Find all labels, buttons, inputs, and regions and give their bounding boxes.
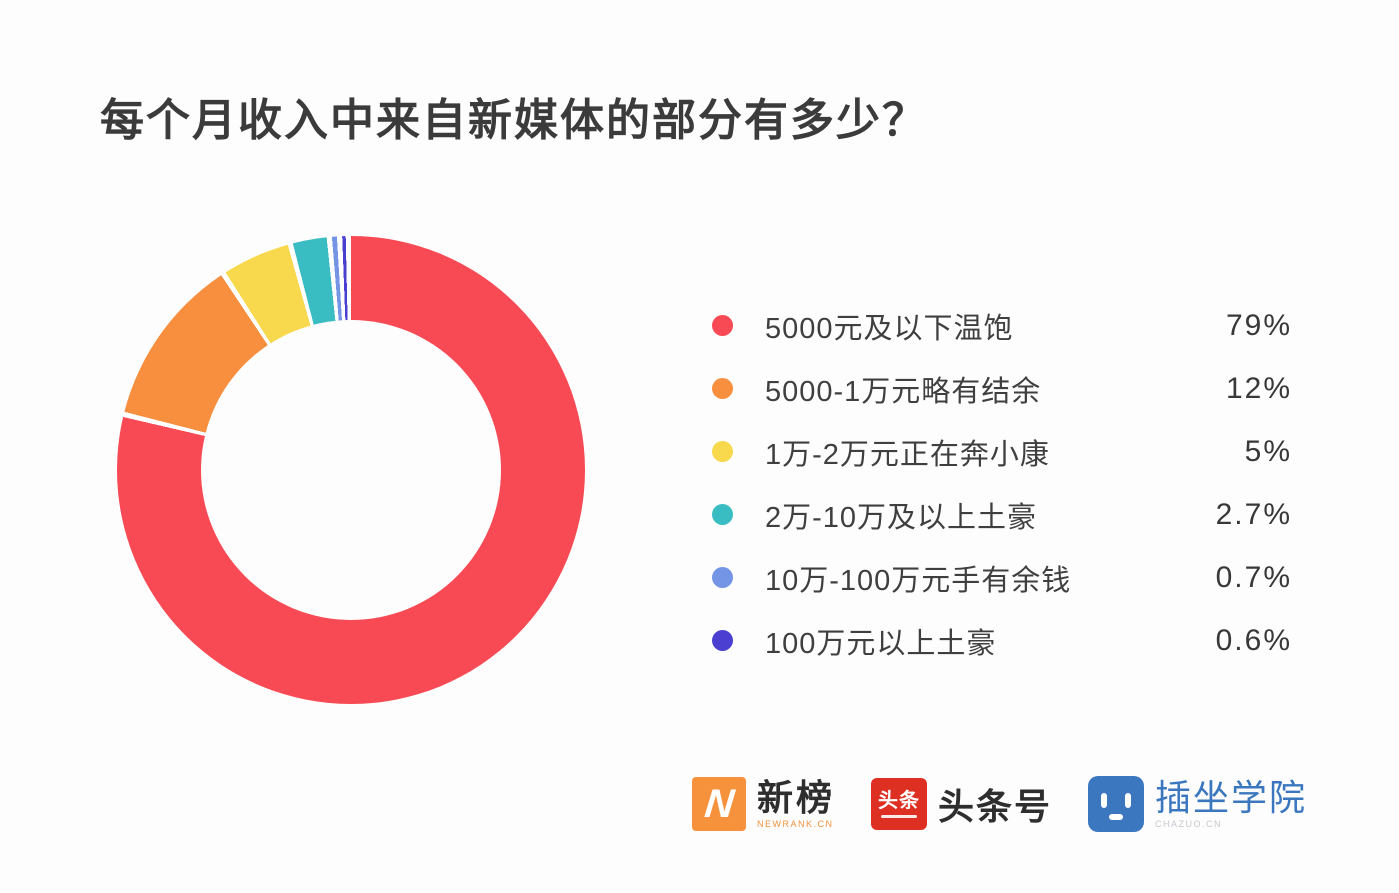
- chazuo-subtext: CHAZUO.CN: [1155, 818, 1223, 829]
- legend-row: 5000-1万元略有结余 12%: [712, 357, 1292, 420]
- toutiao-name: 头条号: [938, 786, 1053, 827]
- legend-value: 2.7%: [1215, 497, 1292, 531]
- chazuo-face-icon: [1088, 776, 1145, 832]
- legend-label: 2万-10万及以上土豪: [765, 501, 1038, 534]
- chazuo-text-block: 插坐学院 CHAZUO.CN: [1155, 779, 1307, 829]
- legend-label: 100万元以上土豪: [765, 627, 997, 660]
- legend-value: 79%: [1225, 308, 1292, 342]
- legend-color-dot: [712, 504, 733, 525]
- newrank-logo: N 新榜 NEWRANK.CN: [692, 777, 835, 831]
- legend-row: 5000元及以下温饱 79%: [712, 294, 1292, 357]
- legend-value: 5%: [1244, 434, 1292, 468]
- legend-row: 100万元以上土豪 0.6%: [712, 609, 1292, 672]
- legend-color-dot: [712, 441, 733, 462]
- chart-legend: 5000元及以下温饱 79% 5000-1万元略有结余 12% 1万-2万元正在…: [712, 294, 1292, 672]
- toutiao-icon-underline: [881, 814, 918, 818]
- legend-color-dot: [712, 630, 733, 651]
- donut-hole: [201, 320, 501, 620]
- newrank-n-icon: N: [692, 777, 746, 831]
- legend-label: 5000-1万元略有结余: [765, 375, 1042, 408]
- newrank-n-letter: N: [702, 782, 736, 826]
- legend-row: 1万-2万元正在奔小康 5%: [712, 420, 1292, 483]
- legend-label: 1万-2万元正在奔小康: [765, 438, 1050, 471]
- legend-row: 10万-100万元手有余钱 0.7%: [712, 546, 1292, 609]
- newrank-subtext: NEWRANK.CN: [757, 818, 834, 829]
- donut-chart: [117, 236, 585, 704]
- legend-color-dot: [712, 315, 733, 336]
- legend-value: 12%: [1225, 371, 1292, 405]
- chazuo-eye-icon: [1125, 793, 1132, 808]
- sponsor-logos: N 新榜 NEWRANK.CN 头条 头条号 插坐学院 CHAZUO.CN: [692, 776, 1307, 832]
- newrank-text-block: 新榜 NEWRANK.CN: [757, 779, 835, 829]
- toutiao-icon: 头条: [871, 778, 928, 830]
- page-title: 每个月收入中来自新媒体的部分有多少？: [100, 96, 928, 145]
- toutiao-icon-chars: 头条: [878, 789, 921, 812]
- legend-color-dot: [712, 378, 733, 399]
- chazuo-eye-icon: [1101, 793, 1108, 808]
- toutiao-logo: 头条 头条号: [871, 778, 1052, 830]
- chazuo-name: 插坐学院: [1155, 776, 1308, 818]
- legend-label: 5000元及以下温饱: [765, 312, 1014, 345]
- legend-label: 10万-100万元手有余钱: [765, 564, 1072, 597]
- legend-value: 0.7%: [1215, 560, 1292, 594]
- legend-row: 2万-10万及以上土豪 2.7%: [712, 483, 1292, 546]
- legend-color-dot: [712, 567, 733, 588]
- chazuo-mouth-icon: [1109, 814, 1124, 820]
- chazuo-logo: 插坐学院 CHAZUO.CN: [1088, 776, 1307, 832]
- legend-value: 0.6%: [1215, 623, 1292, 657]
- newrank-name: 新榜: [757, 776, 836, 818]
